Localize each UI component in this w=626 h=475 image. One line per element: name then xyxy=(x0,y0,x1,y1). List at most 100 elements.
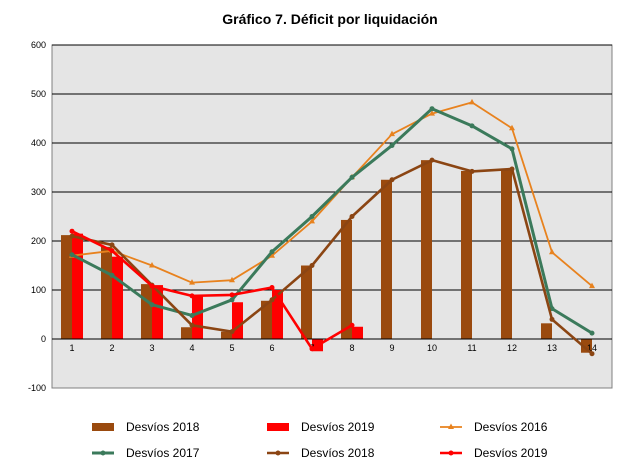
data-point xyxy=(509,166,515,172)
data-point xyxy=(109,248,115,254)
legend-label: Desvíos 2016 xyxy=(474,420,548,434)
chart-title: Gráfico 7. Déficit por liquidación xyxy=(222,11,437,27)
data-point xyxy=(429,106,435,112)
x-tick-label: 12 xyxy=(507,343,517,353)
legend: Desvíos 2018 Desvíos 2019 Desvíos 2016 Desv… xyxy=(92,420,548,460)
bar-desvios-2018 xyxy=(381,179,392,339)
y-axis-tick-labels: -100 0 100 200 300 400 500 600 xyxy=(28,40,46,393)
legend-label: Desvíos 2019 xyxy=(301,420,375,434)
data-point xyxy=(229,276,235,283)
legend-label: Desvíos 2019 xyxy=(474,446,548,460)
x-tick-label: 9 xyxy=(389,343,394,353)
x-tick-label: 6 xyxy=(269,343,274,353)
data-point xyxy=(149,283,155,289)
data-point xyxy=(189,279,195,285)
x-axis-tick-labels: 1234567891011121314 xyxy=(69,343,597,353)
y-tick-label: -100 xyxy=(28,383,46,393)
data-point xyxy=(589,351,595,357)
y-tick-label: 0 xyxy=(41,334,46,344)
data-point xyxy=(269,285,275,291)
bar-desvios-2018 xyxy=(181,327,192,339)
y-tick-label: 200 xyxy=(31,236,46,246)
x-tick-label: 4 xyxy=(189,343,194,353)
bar-desvios-2018 xyxy=(261,300,272,339)
data-point xyxy=(309,214,315,219)
line-desvios-2016 xyxy=(71,101,593,287)
x-tick-label: 14 xyxy=(587,343,597,353)
line-desvios-2017 xyxy=(71,107,593,335)
data-point xyxy=(229,292,235,298)
bar-desvios-2019 xyxy=(112,256,123,339)
bar-desvios-2019 xyxy=(152,285,163,339)
data-point xyxy=(349,214,355,219)
bars xyxy=(61,160,592,353)
x-tick-label: 3 xyxy=(149,343,154,353)
data-point xyxy=(189,312,195,318)
legend-swatch xyxy=(267,423,289,431)
bar-desvios-2018 xyxy=(221,331,232,339)
line-series xyxy=(69,98,595,357)
legend-marker xyxy=(100,450,106,456)
data-point xyxy=(469,123,475,129)
line-desvios-2019 xyxy=(71,230,353,351)
legend-item: Desvíos 2017 xyxy=(92,446,200,460)
x-tick-label: 5 xyxy=(229,343,234,353)
x-tick-label: 13 xyxy=(547,343,557,353)
y-tick-label: 600 xyxy=(31,40,46,50)
legend-label: Desvíos 2018 xyxy=(301,446,375,460)
bar-desvios-2018 xyxy=(501,168,512,339)
data-point xyxy=(589,330,595,336)
data-point xyxy=(69,233,75,239)
x-tick-label: 1 xyxy=(69,343,74,353)
bar-desvios-2018 xyxy=(61,235,72,339)
bar-desvios-2018 xyxy=(581,339,592,353)
data-point xyxy=(549,316,555,322)
x-tick-label: 8 xyxy=(349,343,354,353)
data-point xyxy=(469,168,475,174)
bar-desvios-2019 xyxy=(232,302,243,339)
data-point xyxy=(189,322,195,328)
data-point xyxy=(149,262,155,268)
x-tick-label: 10 xyxy=(427,343,437,353)
bar-desvios-2018 xyxy=(341,219,352,339)
data-point xyxy=(389,130,395,137)
x-tick-label: 11 xyxy=(467,343,476,353)
legend-item: Desvíos 2016 xyxy=(440,420,548,434)
legend-item: Desvíos 2019 xyxy=(267,420,375,434)
data-point xyxy=(109,272,115,278)
data-point xyxy=(69,228,75,234)
data-point xyxy=(549,248,555,255)
x-tick-label: 2 xyxy=(109,343,114,353)
data-point xyxy=(509,124,515,131)
data-point xyxy=(389,177,395,183)
bar-desvios-2018 xyxy=(301,265,312,339)
data-point xyxy=(429,110,435,116)
legend-swatch xyxy=(92,423,114,431)
legend-marker xyxy=(275,450,281,456)
legend-marker xyxy=(448,450,454,456)
y-tick-label: 500 xyxy=(31,89,46,99)
data-point xyxy=(269,249,275,255)
data-point xyxy=(589,282,595,289)
bar-desvios-2019 xyxy=(272,290,283,339)
bar-desvios-2018 xyxy=(461,170,472,339)
y-tick-label: 400 xyxy=(31,138,46,148)
data-point xyxy=(229,297,235,303)
bar-desvios-2019 xyxy=(72,233,83,339)
bar-desvios-2018 xyxy=(541,323,552,339)
data-point xyxy=(109,242,115,248)
legend-marker xyxy=(448,423,454,429)
bar-desvios-2018 xyxy=(101,246,112,339)
data-point xyxy=(309,346,315,352)
data-point xyxy=(229,329,235,335)
bar-desvios-2018 xyxy=(421,160,432,339)
bar-desvios-2019 xyxy=(192,295,203,339)
legend-item: Desvíos 2018 xyxy=(92,420,200,434)
data-point xyxy=(509,146,515,152)
bar-desvios-2018 xyxy=(141,284,152,339)
data-point xyxy=(349,322,355,328)
data-point xyxy=(349,174,355,180)
data-point xyxy=(469,98,475,105)
data-point xyxy=(269,252,275,258)
